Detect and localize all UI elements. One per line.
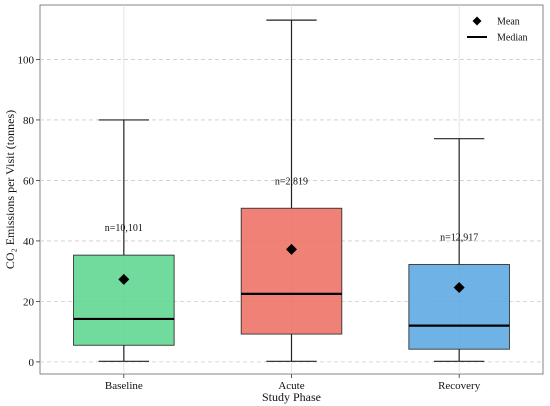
y-tick-label: 0 xyxy=(29,357,35,369)
mean-marker xyxy=(453,281,465,293)
sample-size-label: n=10,101 xyxy=(105,223,143,234)
y-tick-label: 80 xyxy=(23,115,35,127)
legend-mean-label: Mean xyxy=(497,17,520,28)
y-tick-label: 60 xyxy=(23,175,35,187)
y-tick-label: 20 xyxy=(23,296,35,308)
y-tick-label: 100 xyxy=(18,54,35,66)
mean-marker xyxy=(286,243,297,255)
legend-frame xyxy=(465,10,537,46)
iqr-box xyxy=(73,254,175,346)
sample-size-label: n=12,917 xyxy=(440,233,478,244)
x-tick-label: Acute xyxy=(278,380,304,392)
iqr-box xyxy=(408,264,510,350)
iqr-box xyxy=(240,207,343,335)
legend-median-label: Median xyxy=(497,33,528,44)
legend-mean-marker xyxy=(472,16,482,26)
box-baseline: n=10,101 xyxy=(73,119,175,362)
mean-marker xyxy=(118,273,130,285)
axes: 0 20 40 60 80 100 Baseline Acute Recovery xyxy=(18,54,481,392)
x-axis-label: Study Phase xyxy=(262,390,321,404)
sample-size-label: n=2,819 xyxy=(275,176,308,187)
box-acute: n=2,819 xyxy=(240,19,343,362)
boxes: n=10,101 n=2,819 n=12,917 xyxy=(73,19,510,362)
legend: Mean Median xyxy=(465,10,537,46)
y-tick-label: 40 xyxy=(23,236,35,248)
x-tick-label: Recovery xyxy=(438,380,481,392)
y-axis-label: CO₂ Emissions per Visit (tonnes) xyxy=(3,110,17,269)
box-recovery: n=12,917 xyxy=(408,138,510,362)
x-tick-label: Baseline xyxy=(105,380,143,392)
